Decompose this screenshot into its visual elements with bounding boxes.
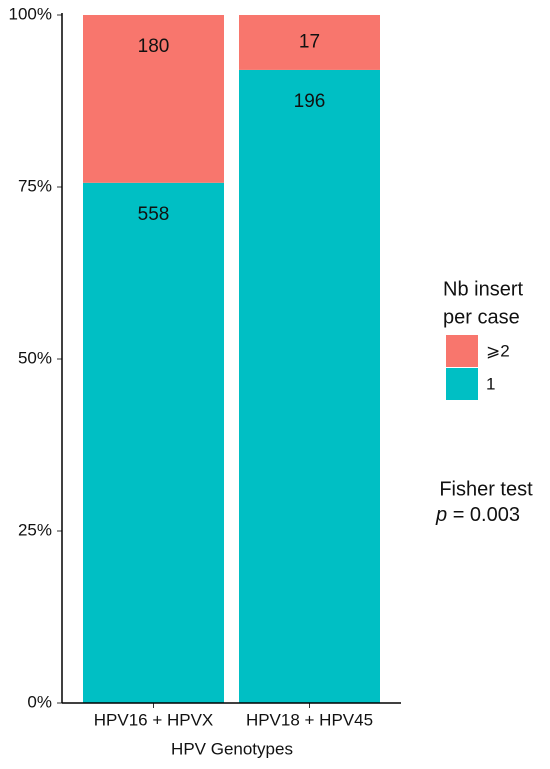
x-axis-title: HPV Genotypes	[171, 739, 293, 758]
bar-segment	[239, 69, 380, 704]
data-label: 558	[138, 204, 170, 225]
annotation-stat: p = 0.003	[435, 504, 520, 526]
annotation: Fisher test	[439, 478, 533, 500]
y-tick-label: 25%	[18, 520, 52, 539]
stat-symbol: p	[435, 504, 447, 526]
data-label: 180	[138, 36, 170, 57]
data-label: 196	[294, 91, 326, 112]
y-tick-label: 100%	[9, 4, 52, 23]
legend-title: Nb insert	[443, 278, 523, 300]
y-tick-label: 75%	[18, 176, 52, 195]
stat-value: = 0.003	[453, 504, 520, 526]
legend-swatch	[446, 335, 478, 367]
legend-title: per case	[443, 306, 520, 328]
bar-segment	[83, 15, 224, 183]
bar-segment	[239, 15, 380, 70]
x-tick-label: HPV18 + HPV45	[246, 710, 373, 729]
bar-segment	[83, 182, 224, 703]
x-tick-label: HPV16 + HPVX	[94, 710, 214, 729]
legend-label: 1	[486, 374, 495, 393]
legend-label: ⩾2	[486, 341, 510, 360]
y-tick-label: 0%	[27, 692, 52, 711]
y-tick-label: 50%	[18, 348, 52, 367]
legend-swatch	[446, 368, 478, 400]
data-label: 17	[299, 31, 320, 52]
